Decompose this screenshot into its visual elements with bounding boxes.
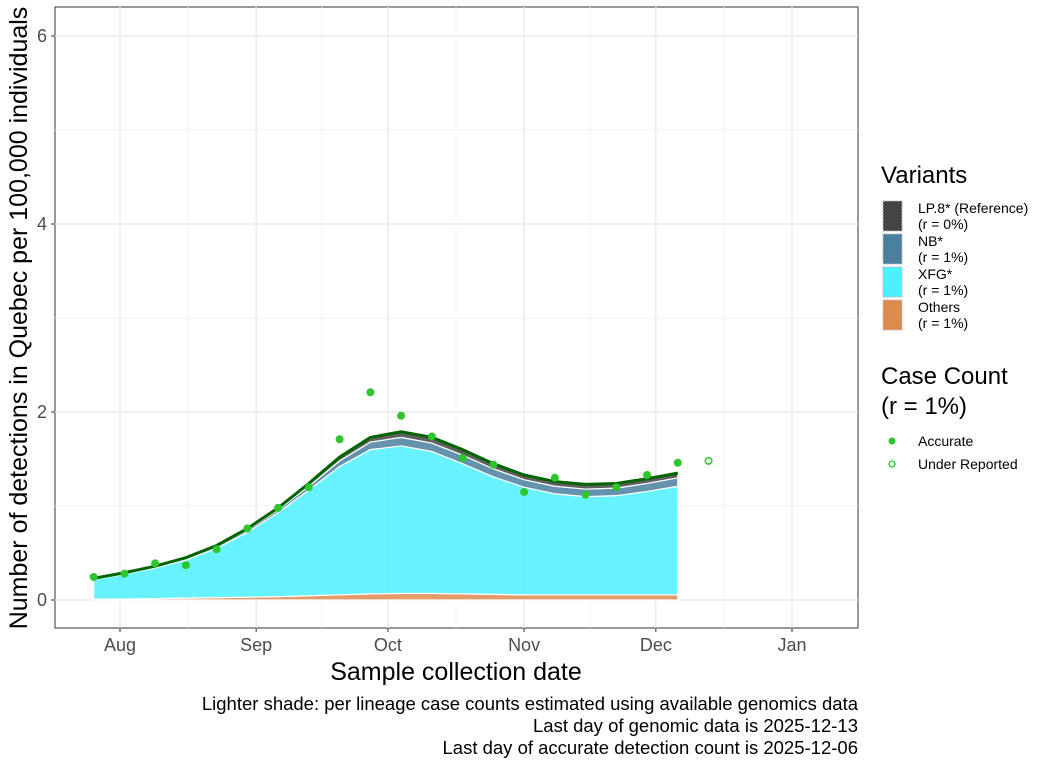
legend-title-variants: Variants	[881, 162, 967, 189]
legend-label: XFG*	[918, 266, 953, 282]
y-tick-label: 2	[37, 402, 47, 422]
accurate-point	[181, 561, 190, 570]
accurate-point	[612, 483, 621, 492]
accurate-point	[120, 569, 129, 578]
legend-rate: (r = 0%)	[918, 216, 968, 232]
accurate-point	[581, 490, 590, 499]
accurate-point	[673, 458, 682, 467]
legend-accurate-label: Accurate	[918, 433, 973, 449]
accurate-point	[243, 524, 252, 533]
y-axis-title: Number of detections in Quebec per 100,0…	[5, 7, 33, 630]
legend-label: Others	[918, 299, 960, 315]
x-tick-label: Dec	[640, 635, 672, 655]
accurate-point	[520, 487, 529, 496]
legend-label: NB*	[918, 233, 943, 249]
legend-swatch	[882, 200, 903, 232]
legend-swatch	[882, 233, 903, 265]
accurate-point	[304, 483, 313, 492]
accurate-point	[151, 559, 160, 568]
accurate-point	[643, 470, 652, 479]
legend-rate: (r = 1%)	[918, 315, 968, 331]
accurate-point	[274, 503, 283, 512]
x-tick-label: Oct	[374, 635, 402, 655]
accurate-point	[550, 473, 559, 482]
x-tick-label: Nov	[508, 635, 540, 655]
legend-accurate-marker	[888, 437, 896, 445]
accurate-point	[212, 545, 221, 554]
x-axis-title: Sample collection date	[330, 658, 582, 686]
legend-rate: (r = 1%)	[918, 282, 968, 298]
y-tick-label: 6	[37, 26, 47, 46]
legend-swatch	[882, 266, 903, 298]
accurate-point	[427, 432, 436, 441]
legend-rate: (r = 1%)	[918, 249, 968, 265]
legend-case-count-rate: (r = 1%)	[881, 393, 967, 420]
under-reported-point	[704, 456, 713, 465]
total-line	[93, 430, 679, 580]
caption-1: Lighter shade: per lineage case counts e…	[202, 693, 859, 714]
accurate-point	[366, 388, 375, 397]
caption-3: Last day of accurate detection count is …	[443, 737, 859, 758]
y-tick-label: 4	[37, 214, 47, 234]
legend-title-case-count: Case Count	[881, 363, 1008, 390]
legend-under-reported-label: Under Reported	[918, 456, 1018, 472]
y-tick-label: 0	[37, 590, 47, 610]
accurate-point	[397, 411, 406, 420]
accurate-point	[335, 435, 344, 444]
accurate-point	[89, 572, 98, 581]
legend-swatch	[882, 299, 903, 331]
x-tick-label: Aug	[104, 635, 136, 655]
accurate-point	[489, 460, 498, 469]
accurate-point	[458, 454, 467, 463]
legend-under-reported-marker	[888, 460, 896, 468]
legend-label: LP.8* (Reference)	[918, 200, 1028, 216]
x-tick-label: Jan	[777, 635, 806, 655]
x-tick-label: Sep	[240, 635, 272, 655]
caption-2: Last day of genomic data is 2025-12-13	[533, 715, 858, 736]
